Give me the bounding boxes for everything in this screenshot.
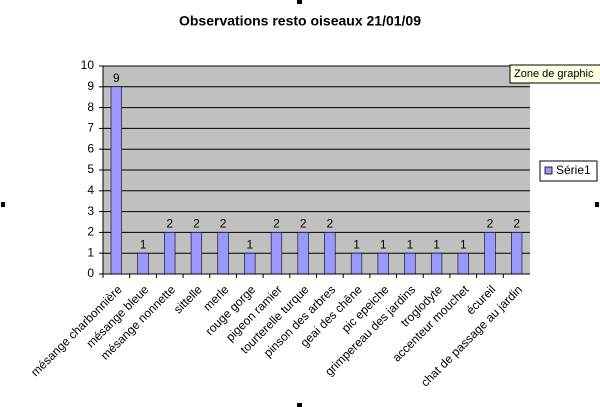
handle xyxy=(297,0,302,4)
data-label: 2 xyxy=(487,217,494,231)
bar xyxy=(404,252,416,275)
y-tick-label: 9 xyxy=(87,79,94,93)
tooltip-text: Zone de graphic xyxy=(514,68,594,80)
y-tick-label: 5 xyxy=(87,162,94,176)
y-tick-label: 4 xyxy=(87,183,94,197)
data-label: 2 xyxy=(166,217,173,231)
tooltip-box xyxy=(509,64,600,84)
legend-swatch xyxy=(544,166,553,175)
data-label: 2 xyxy=(300,217,307,231)
data-label: 2 xyxy=(193,217,200,231)
handle xyxy=(1,202,5,207)
y-tick-label: 0 xyxy=(87,266,94,280)
y-tick-label: 6 xyxy=(87,141,94,155)
bar xyxy=(164,232,176,275)
legend: Série1 xyxy=(539,160,598,182)
bar xyxy=(297,232,309,275)
data-label: 1 xyxy=(140,237,147,251)
bar xyxy=(350,252,363,275)
y-tick-label: 8 xyxy=(87,100,94,114)
data-label: 1 xyxy=(460,237,467,251)
y-tick-label: 2 xyxy=(87,225,94,239)
handle xyxy=(595,202,599,207)
data-label: 2 xyxy=(273,217,280,231)
tooltip: Zone de graphic xyxy=(509,64,600,84)
data-label: 9 xyxy=(113,71,120,85)
bar xyxy=(511,232,523,275)
data-label: 2 xyxy=(220,217,227,231)
handle xyxy=(297,403,302,407)
bar xyxy=(484,232,496,275)
legend-box xyxy=(539,160,598,182)
bar xyxy=(190,232,203,275)
legend-label: Série1 xyxy=(556,163,591,177)
bar xyxy=(217,232,229,275)
data-label: 1 xyxy=(246,237,253,251)
data-label: 1 xyxy=(407,237,414,251)
y-tick-label: 3 xyxy=(87,204,94,218)
bar xyxy=(137,252,149,275)
bar xyxy=(110,86,122,275)
y-tick-label: 1 xyxy=(87,245,94,259)
bar xyxy=(430,252,443,275)
y-tick-label: 7 xyxy=(87,121,94,135)
chart-title: Observations resto oiseaux 21/01/09 xyxy=(179,13,421,29)
bar xyxy=(457,252,469,275)
bar xyxy=(244,252,256,275)
bar xyxy=(377,252,389,275)
y-tick-label: 10 xyxy=(81,58,95,72)
data-label: 2 xyxy=(513,217,520,231)
data-label: 1 xyxy=(433,237,440,251)
bar xyxy=(270,232,283,275)
data-label: 2 xyxy=(327,217,334,231)
data-label: 1 xyxy=(380,237,387,251)
bar xyxy=(324,232,336,275)
data-label: 1 xyxy=(353,237,360,251)
